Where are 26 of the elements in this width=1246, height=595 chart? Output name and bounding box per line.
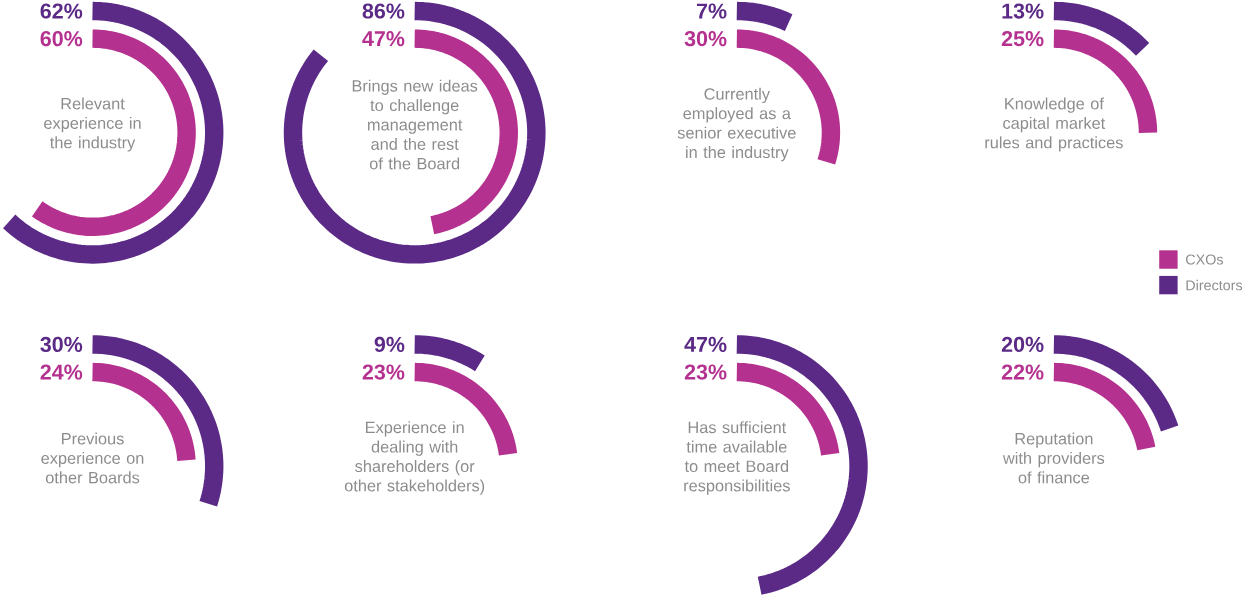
legend-label: Directors <box>1186 279 1243 291</box>
data-label: 24% <box>40 364 83 380</box>
category-label: Knowledge of capital market rules and practices <box>985 97 1123 152</box>
category-label: Currently employed as a senior executive in the industry <box>677 87 796 162</box>
category-label: Previous experience on other Boards <box>41 432 144 484</box>
data-label: 60% <box>40 31 83 47</box>
category-label: Has sufficient time available to meet Board responsibilities <box>684 421 790 495</box>
data-label: 62% <box>40 3 83 19</box>
data-label: 23% <box>362 364 405 380</box>
data-label: 7% <box>696 3 727 19</box>
data-label: 22% <box>1001 364 1044 380</box>
category-label: Reputation with providers of finance <box>1002 432 1105 484</box>
legend-label: CXOs <box>1186 254 1223 265</box>
category-label: Relevant experience in the industry <box>44 97 141 152</box>
data-label: 25% <box>1001 31 1044 47</box>
data-label: 30% <box>684 31 727 47</box>
category-label: Brings new ideas to challenge management and the rest of the Board <box>352 79 478 170</box>
data-label: 47% <box>684 336 727 353</box>
data-label: 20% <box>1001 336 1044 353</box>
category-label: Experience in dealing with shareholders (or other stakeholders) <box>344 421 485 495</box>
data-label: 13% <box>1002 3 1044 19</box>
data-label: 23% <box>684 364 727 380</box>
data-label: 47% <box>362 31 405 47</box>
data-label: 86% <box>362 3 405 19</box>
data-label: 9% <box>374 336 405 353</box>
data-label: 30% <box>40 336 83 353</box>
